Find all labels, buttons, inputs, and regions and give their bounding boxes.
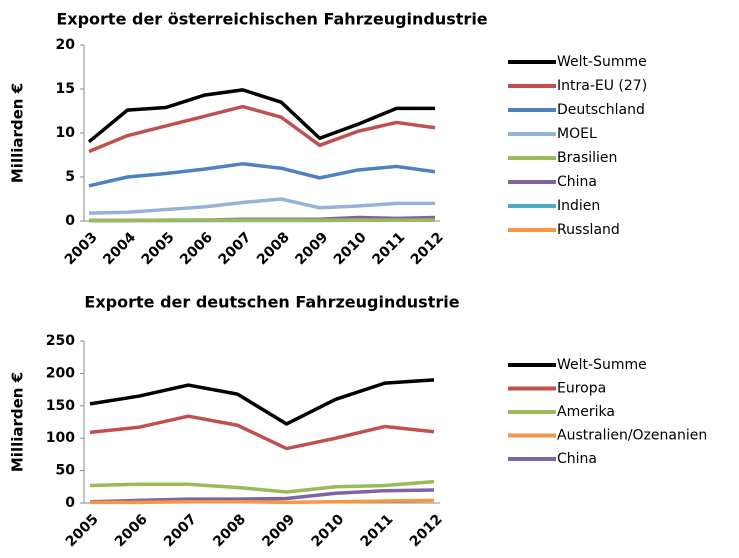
- y-tick-label: 50: [56, 463, 76, 479]
- series-line: [88, 197, 435, 215]
- x-tick-label: 2005: [63, 511, 102, 550]
- x-tick-label: 2011: [358, 511, 397, 550]
- legend-label: Europa: [557, 381, 606, 397]
- x-tick-label: 2003: [62, 229, 101, 268]
- legend-label: Russland: [557, 222, 620, 238]
- y-tick-label: 20: [56, 37, 76, 53]
- series-line: [88, 162, 436, 188]
- x-tick-label: 2005: [139, 229, 178, 268]
- series-line: [90, 498, 435, 505]
- legend-label: Amerika: [557, 404, 615, 420]
- x-tick-label: 2004: [100, 229, 139, 268]
- series-line: [88, 104, 436, 154]
- y-tick-label: 250: [46, 333, 75, 349]
- y-tick-label: 150: [46, 398, 75, 414]
- series-line: [89, 378, 435, 426]
- x-tick-label: 2008: [210, 511, 249, 550]
- y-tick-label: 100: [46, 430, 75, 446]
- legend-label: China: [557, 174, 597, 190]
- series-line: [89, 414, 435, 451]
- series-line: [87, 88, 435, 144]
- y-axis-label: Milliarden €: [9, 83, 27, 183]
- y-tick-label: 0: [65, 213, 75, 229]
- series-line: [89, 479, 435, 494]
- y-tick-label: 200: [46, 365, 75, 381]
- legend-label: Welt-Summe: [557, 357, 647, 373]
- legend-label: Brasilien: [557, 150, 617, 166]
- x-tick-label: 2012: [408, 229, 447, 268]
- legend-label: Australien/Ozenanien: [557, 428, 707, 444]
- legend-label: Welt-Summe: [557, 54, 647, 70]
- y-tick-label: 15: [56, 81, 75, 97]
- series-line: [89, 488, 435, 504]
- x-tick-label: 2007: [161, 511, 200, 550]
- y-tick-label: 0: [65, 495, 75, 511]
- x-tick-label: 2008: [254, 229, 293, 268]
- x-tick-label: 2011: [369, 229, 408, 268]
- y-tick-label: 10: [56, 125, 76, 141]
- x-tick-label: 2012: [407, 511, 446, 550]
- y-tick-label: 5: [65, 169, 75, 185]
- x-tick-label: 2006: [112, 511, 151, 550]
- legend-label: China: [557, 451, 597, 467]
- x-tick-label: 2010: [309, 511, 348, 550]
- legend-label: Intra-EU (27): [557, 78, 647, 94]
- x-tick-label: 2007: [216, 229, 255, 268]
- x-tick-label: 2006: [177, 229, 216, 268]
- legend-label: MOEL: [557, 126, 597, 142]
- chart-title: Exporte der österreichischen Fahrzeugind…: [56, 10, 487, 29]
- x-tick-label: 2010: [331, 229, 370, 268]
- x-tick-label: 2009: [259, 511, 298, 550]
- legend-label: Indien: [557, 198, 600, 214]
- x-tick-label: 2009: [292, 229, 331, 268]
- y-axis-label: Milliarden €: [9, 372, 27, 472]
- chart-title: Exporte der deutschen Fahrzeugindustrie: [84, 293, 459, 312]
- legend-label: Deutschland: [557, 102, 645, 118]
